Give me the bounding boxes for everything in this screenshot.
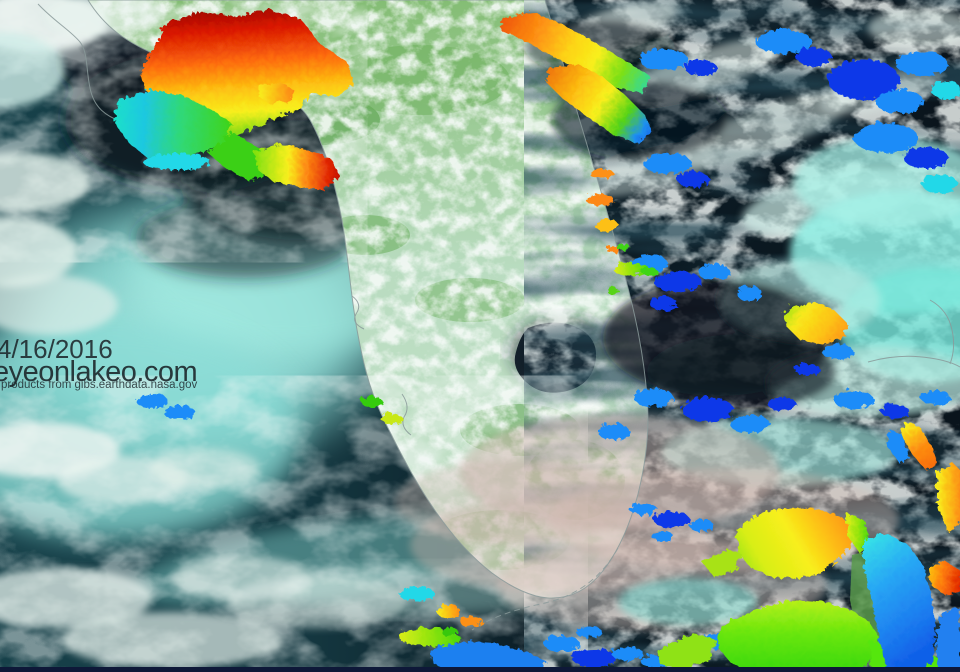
precip-cell-northwest-tail <box>205 130 268 180</box>
precip-cell <box>936 462 960 530</box>
bottom-color-bar <box>0 667 960 672</box>
precip-cell <box>458 615 482 625</box>
precip-east-coast-cells <box>359 167 656 422</box>
precip-cell <box>934 606 960 672</box>
florida-keys-coastline <box>471 547 619 631</box>
watermark-label: eyeonlakeo.com <box>0 356 198 388</box>
charlotte-harbor-coastline <box>401 393 412 436</box>
precip-band-orange <box>900 420 936 468</box>
precip-green-mass <box>716 598 878 672</box>
precip-cell-cyan-green <box>112 88 230 162</box>
precip-cell <box>397 585 433 599</box>
grand-bahama-coastline <box>867 355 960 368</box>
precip-cell <box>141 152 209 168</box>
precip-streak-1 <box>498 10 648 92</box>
abaco-coastline <box>929 299 955 365</box>
precipitation-overlay <box>112 8 960 672</box>
attribution-label: products from gibs.earthdata.nasa.gov <box>1 379 198 391</box>
precip-cell-orange-coast <box>252 142 338 188</box>
precip-band-azure <box>862 532 934 672</box>
precip-blue-cells <box>134 28 959 666</box>
precip-streak-2 <box>544 62 650 142</box>
precip-cell <box>886 428 908 462</box>
precip-cell-blue-mass <box>428 640 545 672</box>
precip-cell-southeast-large <box>735 505 852 578</box>
precip-cell <box>256 80 292 102</box>
tampa-bay-coastline <box>351 295 365 330</box>
precip-cell <box>700 548 740 575</box>
precip-cell-midright <box>782 300 846 342</box>
date-label: 4/16/2016 <box>0 334 113 364</box>
precip-cell <box>440 625 456 635</box>
precip-cell <box>655 632 715 668</box>
precip-cell-orange-red <box>926 560 960 594</box>
precip-cell <box>435 604 459 616</box>
